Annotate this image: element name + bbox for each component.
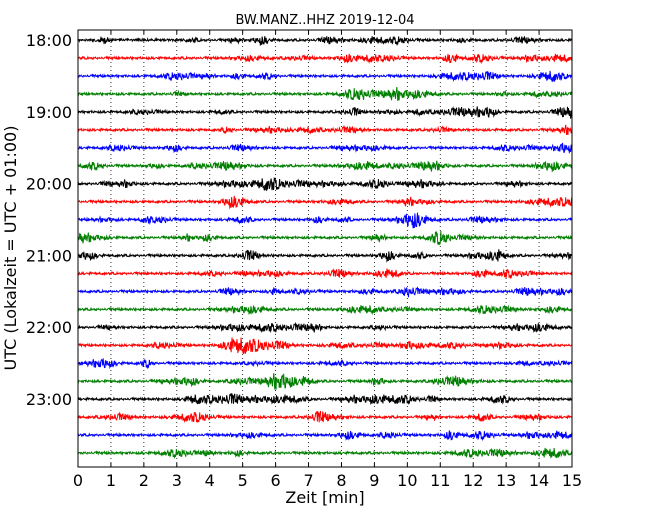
seismic-trace — [77, 447, 573, 460]
seismic-trace — [77, 430, 573, 442]
y-tick-label: 20:00 — [26, 175, 72, 194]
x-tick-label: 5 — [238, 471, 248, 490]
seismic-trace — [77, 230, 573, 245]
seismic-trace — [77, 268, 573, 280]
x-tick-label: 7 — [303, 471, 313, 490]
y-tick-label: 22:00 — [26, 318, 72, 337]
grid-lines — [110, 30, 540, 467]
x-tick-label: 1 — [106, 471, 116, 490]
x-tick-label: 13 — [496, 471, 516, 490]
seismic-trace — [77, 410, 573, 423]
seismic-trace — [77, 86, 573, 101]
plot-frame — [77, 29, 573, 468]
seismic-trace — [77, 177, 573, 191]
seismic-trace — [77, 321, 573, 334]
seismic-trace — [77, 124, 573, 136]
x-tick-label: 8 — [336, 471, 346, 490]
x-tick-label: 10 — [397, 471, 417, 490]
seismic-trace — [77, 286, 573, 298]
seismic-trace — [77, 70, 573, 83]
x-axis-label: Zeit [min] — [285, 488, 364, 507]
seismic-trace — [77, 304, 573, 316]
x-tick-label: 12 — [463, 471, 483, 490]
y-tick-label: 18:00 — [26, 31, 72, 50]
x-tick-label: 14 — [529, 471, 549, 490]
seismic-trace — [77, 35, 573, 47]
plot-area — [78, 30, 572, 467]
x-tick-label: 11 — [430, 471, 450, 490]
seismic-trace — [77, 358, 573, 370]
seismic-trace — [77, 249, 573, 264]
seismic-trace — [77, 373, 573, 390]
x-tick-label: 4 — [205, 471, 215, 490]
seismic-trace — [77, 393, 573, 406]
x-axis: 0 1 2 3 4 5 6 7 8 9 10 11 12 13 14 15 — [73, 30, 582, 490]
y-tick-label: 21:00 — [26, 246, 72, 265]
y-axis-label: UTC (Lokalzeit = UTC + 01:00) — [1, 126, 20, 371]
seismic-trace — [77, 142, 573, 155]
x-tick-label: 15 — [562, 471, 582, 490]
seismic-trace — [77, 105, 573, 119]
x-tick-label: 2 — [139, 471, 149, 490]
seismic-trace — [77, 160, 573, 173]
y-tick-label: 19:00 — [26, 103, 72, 122]
x-tick-label: 6 — [271, 471, 281, 490]
x-tick-label: 0 — [73, 471, 83, 490]
seismic-trace — [77, 195, 573, 210]
seismic-trace — [77, 212, 573, 229]
y-axis: 18:00 19:00 20:00 21:00 22:00 23:00 — [26, 31, 572, 409]
seismic-trace — [77, 337, 573, 354]
x-tick-label: 3 — [172, 471, 182, 490]
y-tick-label: 23:00 — [26, 390, 72, 409]
chart-title: BW.MANZ..HHZ 2019-12-04 — [235, 13, 414, 28]
seismic-trace — [77, 53, 573, 65]
trace-group — [77, 35, 573, 460]
x-tick-label: 9 — [369, 471, 379, 490]
